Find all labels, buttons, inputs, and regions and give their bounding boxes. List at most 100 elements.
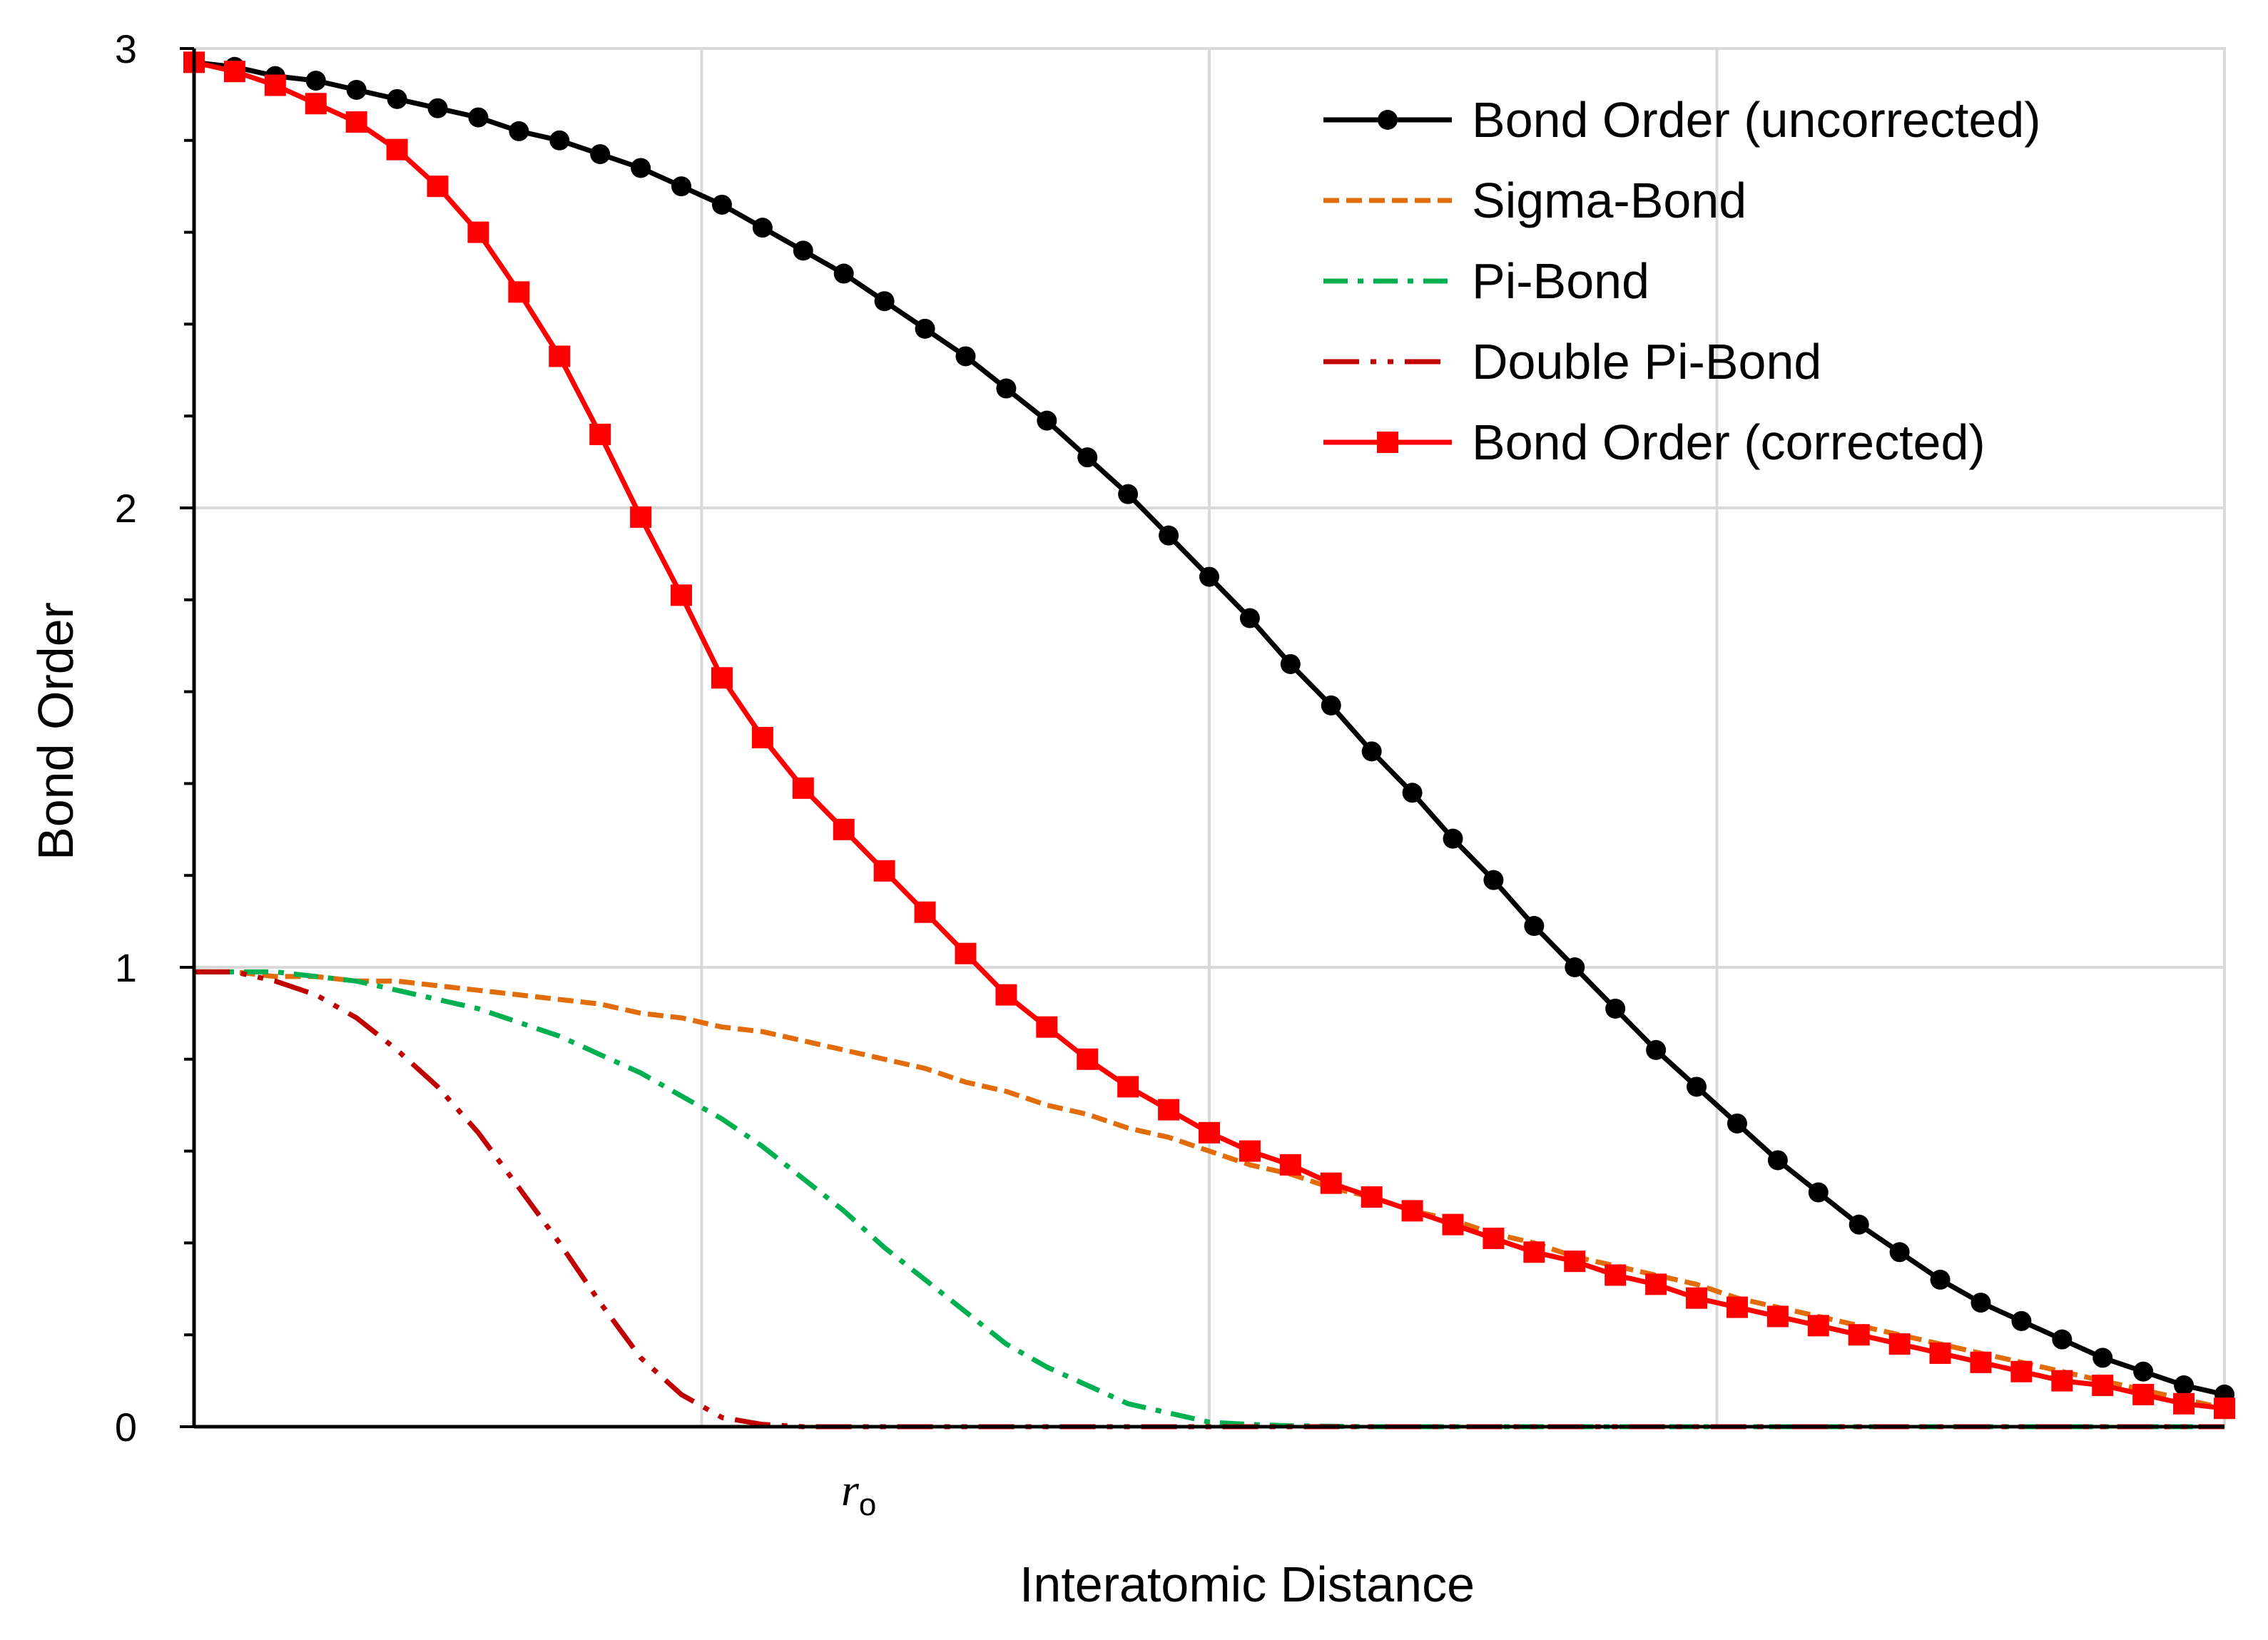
point-uncorrected — [549, 130, 570, 151]
point-corrected — [1686, 1287, 1708, 1309]
point-uncorrected — [1808, 1182, 1829, 1203]
point-uncorrected — [752, 218, 773, 238]
point-uncorrected — [346, 79, 367, 100]
point-uncorrected — [1524, 916, 1545, 937]
point-corrected — [955, 942, 977, 964]
point-corrected — [1483, 1227, 1505, 1249]
point-corrected — [1605, 1264, 1627, 1286]
point-uncorrected — [2092, 1348, 2113, 1368]
point-corrected — [1442, 1213, 1464, 1236]
point-uncorrected — [671, 176, 692, 197]
point-uncorrected — [996, 378, 1017, 399]
point-uncorrected — [468, 107, 489, 128]
legend: Bond Order (uncorrected) Sigma-Bond Pi-Bon… — [1323, 92, 2041, 470]
point-uncorrected — [305, 71, 326, 91]
point-corrected — [1361, 1186, 1383, 1208]
y-tick-label-1: 1 — [115, 945, 137, 990]
point-corrected — [630, 506, 652, 528]
legend-marker-circle — [1378, 110, 1398, 130]
point-uncorrected — [2174, 1375, 2195, 1396]
point-uncorrected — [1483, 870, 1504, 890]
y-tick-labels: 0 1 2 3 — [115, 26, 137, 1450]
point-uncorrected — [1321, 695, 1341, 715]
x-annotation-ro-subscript: o — [859, 1487, 876, 1522]
point-uncorrected — [631, 158, 651, 178]
point-uncorrected — [793, 240, 813, 261]
point-corrected — [467, 221, 489, 243]
point-uncorrected — [2052, 1329, 2073, 1350]
point-corrected — [1158, 1099, 1180, 1121]
point-uncorrected — [1605, 998, 1626, 1019]
point-uncorrected — [1280, 653, 1301, 674]
point-uncorrected — [509, 121, 529, 141]
point-corrected — [2051, 1370, 2073, 1392]
point-corrected — [305, 93, 327, 115]
point-uncorrected — [387, 88, 407, 109]
point-uncorrected — [1889, 1242, 1910, 1263]
point-corrected — [549, 345, 571, 367]
y-tick-label-3: 3 — [115, 26, 137, 71]
point-corrected — [1036, 1016, 1058, 1038]
point-corrected — [2173, 1392, 2195, 1415]
point-corrected — [1077, 1048, 1099, 1070]
point-corrected — [508, 281, 530, 303]
point-uncorrected — [1443, 828, 1463, 849]
point-uncorrected — [874, 291, 895, 312]
legend-label-sigma: Sigma-Bond — [1472, 173, 1746, 228]
point-corrected — [1401, 1200, 1423, 1222]
y-axis-title: Bond Order — [28, 602, 83, 860]
point-corrected — [1523, 1241, 1545, 1263]
point-uncorrected — [1239, 608, 1260, 628]
point-uncorrected — [427, 98, 448, 118]
point-corrected — [1888, 1333, 1911, 1355]
legend-label-uncorrected: Bond Order (uncorrected) — [1472, 92, 2041, 148]
point-uncorrected — [1565, 957, 1585, 977]
point-corrected — [2214, 1397, 2235, 1420]
point-corrected — [1564, 1251, 1586, 1273]
point-uncorrected — [711, 194, 732, 215]
point-uncorrected — [1646, 1039, 1667, 1060]
x-annotation-ro-main: r — [841, 1465, 860, 1515]
point-corrected — [2010, 1360, 2033, 1382]
point-corrected — [589, 423, 611, 445]
point-uncorrected — [1077, 447, 1098, 468]
point-uncorrected — [1037, 410, 1057, 431]
point-corrected — [711, 667, 733, 689]
point-corrected — [1117, 1076, 1139, 1098]
legend-label-pi: Pi-Bond — [1472, 253, 1649, 309]
point-corrected — [386, 138, 408, 161]
point-uncorrected — [955, 346, 976, 367]
legend-label-corrected: Bond Order (corrected) — [1472, 414, 1985, 470]
point-corrected — [995, 984, 1017, 1006]
point-corrected — [1807, 1315, 1829, 1337]
point-uncorrected — [1727, 1113, 1747, 1134]
point-corrected — [1766, 1305, 1789, 1328]
y-tick-label-0: 0 — [115, 1405, 137, 1450]
point-corrected — [1279, 1153, 1301, 1176]
point-corrected — [1645, 1273, 1667, 1295]
point-uncorrected — [1970, 1293, 1991, 1313]
point-uncorrected — [915, 318, 935, 339]
point-uncorrected — [1159, 525, 1179, 546]
point-uncorrected — [2011, 1310, 2032, 1331]
point-uncorrected — [833, 263, 854, 284]
point-corrected — [1970, 1351, 1992, 1373]
point-corrected — [1239, 1140, 1261, 1162]
point-uncorrected — [1199, 566, 1219, 587]
point-corrected — [751, 727, 773, 748]
x-axis-title: Interatomic Distance — [1019, 1557, 1475, 1612]
y-tick-label-2: 2 — [115, 486, 137, 531]
series-markers — [183, 51, 2235, 1420]
point-corrected — [873, 860, 895, 882]
x-annotation-ro: ro — [841, 1465, 876, 1522]
y-minor-ticks — [180, 47, 194, 1428]
point-corrected — [345, 111, 367, 133]
point-corrected — [427, 175, 449, 198]
grid-lines — [193, 47, 2226, 1428]
point-corrected — [264, 74, 286, 96]
series-line-sigma — [194, 969, 2225, 1411]
point-corrected — [1320, 1172, 1342, 1194]
point-corrected — [223, 61, 245, 83]
point-uncorrected — [2133, 1361, 2154, 1382]
